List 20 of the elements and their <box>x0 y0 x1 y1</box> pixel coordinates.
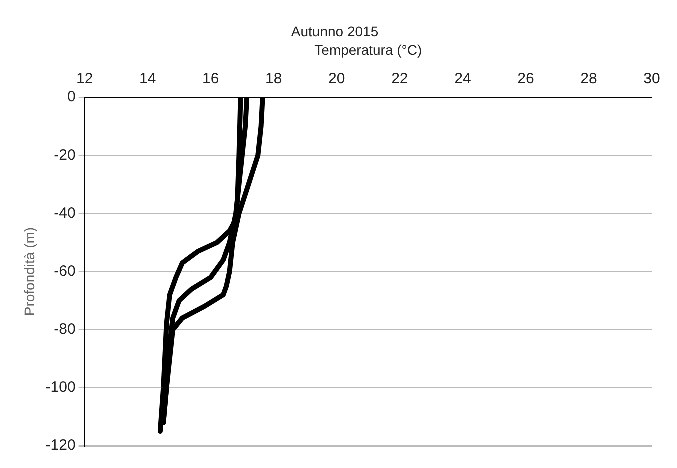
y-tick-label: -20 <box>54 146 76 164</box>
x-tick-label: 28 <box>580 70 598 88</box>
x-tick-label: 30 <box>644 70 660 88</box>
y-tick-label: 0 <box>67 88 76 106</box>
x-tick-label: 14 <box>140 70 156 88</box>
chart-title: Autunno 2015 <box>291 23 379 40</box>
x-tick-label: 22 <box>392 70 408 88</box>
x-tick-label: 26 <box>518 70 534 88</box>
x-tick-label: 20 <box>328 70 346 88</box>
x-tick-label: 12 <box>76 70 94 88</box>
x-tick-label: 18 <box>266 70 282 88</box>
y-axis-title: Profondità (m) <box>21 227 38 316</box>
y-tick-label: -40 <box>54 204 76 222</box>
y-tick-label: -120 <box>46 437 76 454</box>
y-tick-label: -100 <box>46 379 76 396</box>
x-tick-label: 16 <box>202 70 220 88</box>
y-tick-label: -80 <box>54 321 76 338</box>
x-axis-title: Temperatura (°C) <box>314 42 422 58</box>
x-tick-label: 24 <box>454 70 472 88</box>
y-tick-label: -60 <box>54 262 76 280</box>
